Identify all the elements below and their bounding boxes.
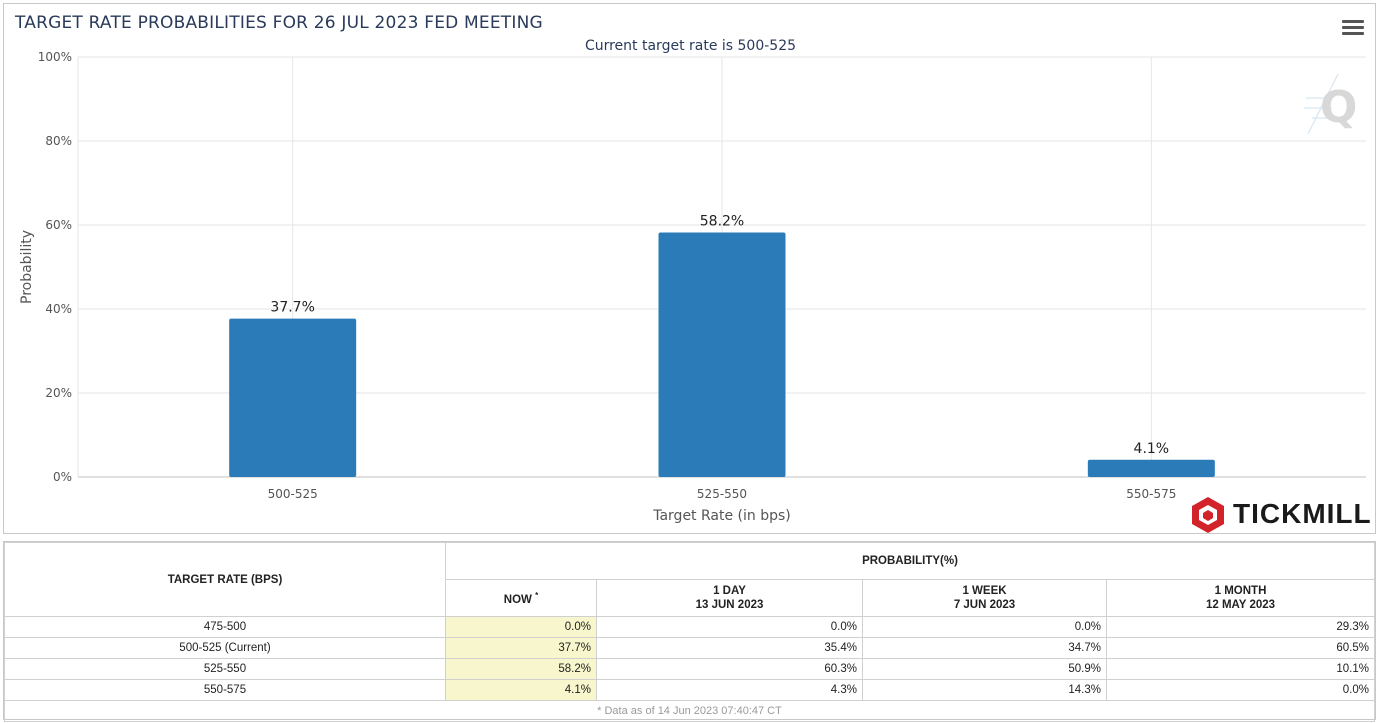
- prob-1-day-cell: 0.0%: [596, 616, 863, 638]
- col-header-1-day: 1 DAY 13 JUN 2023: [596, 579, 863, 617]
- prob-1-week-cell: 50.9%: [862, 658, 1107, 680]
- bar-550-575: [1087, 459, 1215, 477]
- chart-panel: 0% 20% 40% 60% 80% 100% 37.7% 500-525 58.2% 525-5…: [3, 3, 1376, 534]
- x-tick-label: 550-575: [1126, 487, 1176, 501]
- header-target-rate: TARGET RATE (BPS): [4, 542, 446, 617]
- y-tick-label: 0%: [53, 470, 72, 484]
- data-label: 37.7%: [270, 300, 314, 316]
- y-tick-label: 100%: [38, 50, 72, 64]
- y-axis-title: Probability: [19, 230, 35, 304]
- header-probability: PROBABILITY(%): [445, 542, 1375, 580]
- y-tick-label: 80%: [45, 134, 72, 148]
- table-row: 475-500 0.0% 0.0% 0.0% 29.3%: [4, 616, 1375, 638]
- data-label: 58.2%: [700, 214, 744, 230]
- rate-cell: 525-550: [4, 658, 446, 680]
- probability-table: TARGET RATE (BPS) PROBABILITY(%) NOW * 1…: [4, 542, 1375, 722]
- prob-1-day-cell: 35.4%: [596, 637, 863, 659]
- data-label: 4.1%: [1134, 441, 1170, 457]
- x-tick-label: 525-550: [697, 487, 747, 501]
- cme-q-watermark-icon: Q: [1304, 73, 1357, 135]
- prob-1-month-cell: 10.1%: [1106, 658, 1375, 680]
- probability-table-panel: TARGET RATE (BPS) PROBABILITY(%) NOW * 1…: [3, 541, 1376, 722]
- prob-now-cell: 4.1%: [445, 679, 597, 701]
- prob-1-month-cell: 29.3%: [1106, 616, 1375, 638]
- now-footnote-marker: *: [535, 591, 539, 601]
- prob-1-day-cell: 60.3%: [596, 658, 863, 680]
- y-tick-label: 20%: [45, 386, 72, 400]
- col-header-1-month: 1 MONTH 12 MAY 2023: [1106, 579, 1375, 617]
- chart-subtitle: Current target rate is 500-525: [584, 38, 797, 54]
- prob-1-week-cell: 14.3%: [862, 679, 1107, 701]
- prob-1-month-cell: 0.0%: [1106, 679, 1375, 701]
- y-tick-label: 60%: [45, 218, 72, 232]
- chart-title: TARGET RATE PROBABILITIES FOR 26 JUL 202…: [15, 13, 543, 33]
- rate-cell: 550-575: [4, 679, 446, 701]
- table-row: 500-525 (Current) 37.7% 35.4% 34.7% 60.5…: [4, 637, 1375, 659]
- bar-chart: 0% 20% 40% 60% 80% 100% 37.7% 500-525 58.2% 525-5…: [19, 50, 1366, 524]
- tickmill-hexagon-logo-icon: [1192, 497, 1224, 533]
- tickmill-logo: TICKMILL: [1189, 495, 1375, 535]
- table-row: 550-575 4.1% 4.3% 14.3% 0.0%: [4, 679, 1375, 701]
- prob-now-cell: 0.0%: [445, 616, 597, 638]
- prob-1-month-cell: 60.5%: [1106, 637, 1375, 659]
- tickmill-wordmark: TICKMILL: [1233, 498, 1372, 529]
- rate-cell: 500-525 (Current): [4, 637, 446, 659]
- col-header-1-week: 1 WEEK 7 JUN 2023: [862, 579, 1107, 617]
- rate-cell: 475-500: [4, 616, 446, 638]
- x-tick-label: 500-525: [268, 487, 318, 501]
- y-tick-label: 40%: [45, 302, 72, 316]
- prob-1-week-cell: 34.7%: [862, 637, 1107, 659]
- prob-1-week-cell: 0.0%: [862, 616, 1107, 638]
- prob-now-cell: 37.7%: [445, 637, 597, 659]
- col-header-now: NOW *: [445, 579, 597, 617]
- bar-525-550: [658, 232, 786, 477]
- data-timestamp-footnote: * Data as of 14 Jun 2023 07:40:47 CT: [4, 700, 1375, 722]
- hamburger-menu-icon[interactable]: [1342, 20, 1364, 38]
- footnote-row: * Data as of 14 Jun 2023 07:40:47 CT: [4, 700, 1375, 722]
- bar-500-525: [229, 318, 357, 477]
- table-row: 525-550 58.2% 60.3% 50.9% 10.1%: [4, 658, 1375, 680]
- x-axis-title: Target Rate (in bps): [652, 508, 791, 524]
- prob-1-day-cell: 4.3%: [596, 679, 863, 701]
- prob-now-cell: 58.2%: [445, 658, 597, 680]
- svg-text:Q: Q: [1320, 82, 1357, 133]
